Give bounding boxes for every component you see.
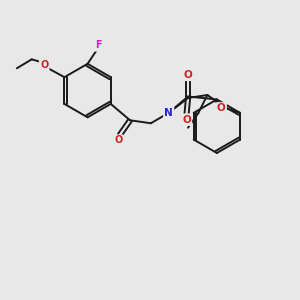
Text: O: O: [40, 60, 48, 70]
Text: O: O: [114, 136, 122, 146]
Text: N: N: [164, 108, 173, 118]
Text: O: O: [182, 115, 191, 125]
Text: F: F: [95, 40, 101, 50]
Text: O: O: [217, 103, 226, 113]
Text: O: O: [184, 70, 192, 80]
